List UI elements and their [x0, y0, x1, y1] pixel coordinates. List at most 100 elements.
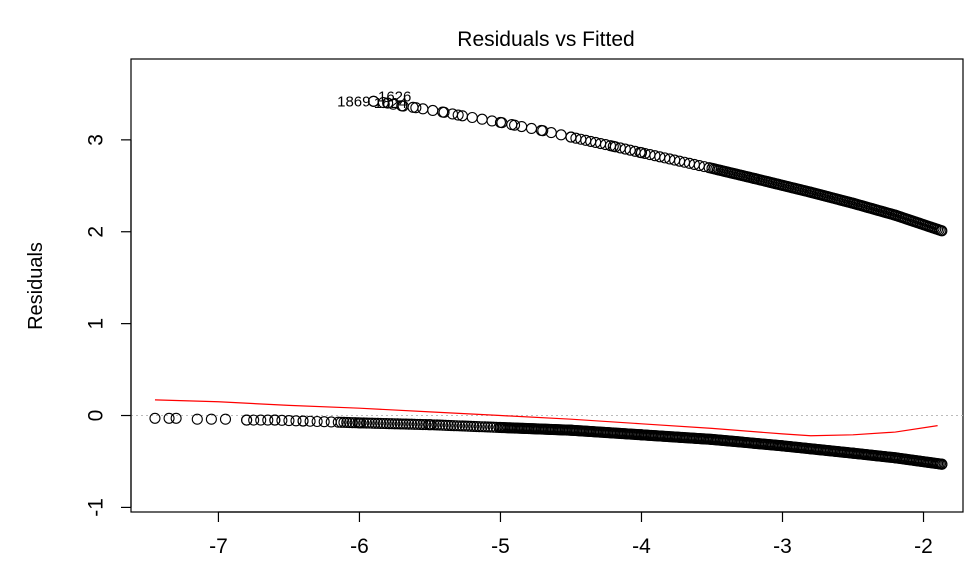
data-point — [255, 414, 267, 426]
data-point — [466, 111, 478, 124]
data-point — [465, 420, 477, 432]
data-point — [479, 421, 491, 433]
data-point — [276, 414, 288, 426]
data-point — [170, 412, 182, 424]
data-point — [525, 122, 538, 135]
data-point — [290, 415, 302, 427]
data-point — [383, 418, 395, 430]
y-tick-label: 1 — [85, 318, 108, 330]
data-point — [394, 418, 406, 430]
data-point — [163, 412, 175, 424]
data-point — [248, 414, 260, 426]
data-point — [417, 103, 429, 115]
y-axis: -1 0 1 2 3 — [85, 134, 132, 517]
data-point — [445, 419, 457, 432]
data-point — [428, 419, 440, 431]
y-tick-label: -1 — [85, 498, 108, 517]
data-point — [149, 412, 161, 424]
data-point — [485, 421, 497, 433]
data-point — [431, 419, 443, 431]
data-point — [332, 416, 344, 428]
data-point — [352, 417, 364, 429]
points-layer — [149, 95, 948, 470]
data-point — [241, 414, 253, 426]
data-point — [516, 120, 528, 133]
data-point — [482, 421, 494, 433]
data-point — [427, 104, 439, 117]
data-point — [442, 419, 454, 431]
data-point — [452, 109, 464, 121]
data-point — [400, 418, 412, 430]
data-point — [311, 415, 323, 428]
y-tick-label: 3 — [85, 134, 108, 146]
data-point — [397, 418, 409, 430]
x-tick-label: -5 — [491, 535, 510, 558]
data-point — [451, 420, 463, 432]
data-point — [459, 420, 471, 432]
x-axis: -7 -6 -5 -4 -3 -2 — [209, 511, 933, 558]
data-point — [335, 416, 347, 428]
data-point — [476, 113, 488, 125]
data-point — [349, 417, 361, 429]
data-point — [304, 415, 316, 427]
data-point — [425, 419, 437, 431]
x-tick-label: -7 — [209, 535, 228, 558]
data-point — [355, 417, 367, 429]
data-point — [439, 419, 452, 431]
data-point — [269, 414, 281, 426]
data-point — [414, 418, 426, 431]
data-point — [366, 417, 378, 429]
data-point — [456, 420, 468, 432]
data-point — [386, 418, 398, 430]
x-tick-label: -2 — [914, 535, 933, 558]
data-point — [382, 97, 394, 109]
data-point — [372, 417, 384, 429]
data-point — [363, 417, 375, 429]
data-point — [473, 421, 485, 433]
data-point — [262, 414, 274, 426]
data-point — [454, 420, 466, 432]
data-point — [411, 418, 423, 430]
data-point — [205, 413, 217, 425]
data-point — [380, 418, 392, 430]
data-point — [470, 420, 483, 433]
data-point — [375, 417, 387, 429]
y-tick-label: 0 — [85, 410, 108, 422]
data-point — [448, 420, 460, 432]
plot-frame — [130, 58, 964, 513]
x-tick-label: -6 — [350, 535, 369, 558]
data-point — [476, 421, 488, 433]
data-point — [935, 224, 947, 237]
data-point — [358, 417, 370, 429]
data-point — [318, 416, 330, 428]
data-point — [297, 415, 309, 427]
data-point — [360, 417, 373, 429]
data-point — [346, 417, 358, 429]
data-point — [462, 420, 474, 432]
data-point — [377, 417, 389, 430]
data-point — [403, 418, 415, 430]
data-point — [191, 413, 203, 425]
data-point — [437, 419, 449, 431]
data-point — [555, 129, 567, 141]
data-point — [434, 419, 446, 431]
data-point — [283, 415, 295, 427]
data-point — [344, 416, 356, 429]
point-label: 1869 — [337, 93, 370, 110]
data-point — [422, 419, 435, 431]
data-point — [391, 418, 404, 430]
data-point — [338, 416, 350, 428]
data-point — [420, 419, 432, 431]
data-point — [219, 413, 232, 425]
data-point — [417, 418, 429, 431]
y-axis-label: Residuals — [25, 242, 47, 330]
y-tick-label: 2 — [85, 226, 108, 238]
point-label: 1626 — [378, 89, 411, 106]
data-point — [408, 418, 420, 430]
data-point — [369, 417, 381, 429]
data-point — [936, 458, 948, 470]
data-point — [468, 420, 480, 432]
x-tick-label: -4 — [632, 535, 651, 558]
